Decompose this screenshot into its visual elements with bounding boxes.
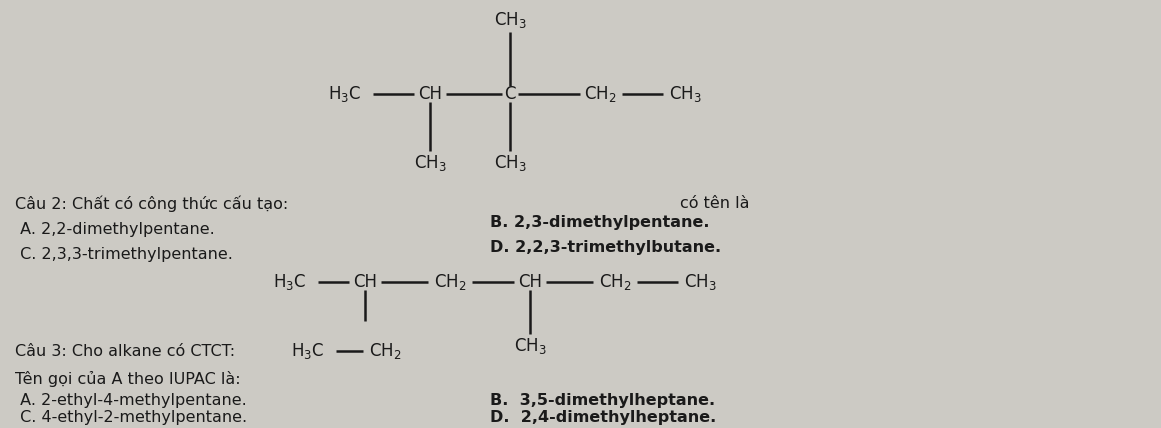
Text: C. 4-ethyl-2-methylpentane.: C. 4-ethyl-2-methylpentane. bbox=[15, 410, 247, 425]
Text: $\mathregular{CH_2}$: $\mathregular{CH_2}$ bbox=[369, 341, 402, 361]
Text: A. 2-ethyl-4-methylpentane.: A. 2-ethyl-4-methylpentane. bbox=[15, 393, 247, 408]
Text: Tên gọi của A theo IUPAC là:: Tên gọi của A theo IUPAC là: bbox=[15, 371, 240, 386]
Text: CH: CH bbox=[418, 85, 442, 103]
Text: $\mathregular{CH_3}$: $\mathregular{CH_3}$ bbox=[684, 272, 716, 291]
Text: Câu 2: Chất có công thức cấu tạo:: Câu 2: Chất có công thức cấu tạo: bbox=[15, 196, 288, 212]
Text: $\mathregular{CH_3}$: $\mathregular{CH_3}$ bbox=[493, 10, 526, 30]
Text: Câu 3: Cho alkane có CTCT:: Câu 3: Cho alkane có CTCT: bbox=[15, 344, 236, 359]
Text: $\mathregular{CH_2}$: $\mathregular{CH_2}$ bbox=[584, 84, 616, 104]
Text: CH: CH bbox=[518, 273, 542, 291]
Text: D. 2,2,3-trimethylbutane.: D. 2,2,3-trimethylbutane. bbox=[490, 240, 721, 255]
Text: C: C bbox=[504, 85, 515, 103]
Text: B. 2,3-dimethylpentane.: B. 2,3-dimethylpentane. bbox=[490, 215, 709, 230]
Text: $\mathregular{CH_3}$: $\mathregular{CH_3}$ bbox=[669, 84, 701, 104]
Text: C. 2,3,3-trimethylpentane.: C. 2,3,3-trimethylpentane. bbox=[15, 247, 233, 262]
Text: A. 2,2-dimethylpentane.: A. 2,2-dimethylpentane. bbox=[15, 223, 215, 238]
Text: $\mathregular{CH_2}$: $\mathregular{CH_2}$ bbox=[599, 272, 632, 291]
Text: B.  3,5-dimethylheptane.: B. 3,5-dimethylheptane. bbox=[490, 393, 715, 408]
Text: D.  2,4-dimethylheptane.: D. 2,4-dimethylheptane. bbox=[490, 410, 716, 425]
Text: CH: CH bbox=[353, 273, 377, 291]
Text: $\mathregular{H_3C}$: $\mathregular{H_3C}$ bbox=[329, 84, 361, 104]
Text: $\mathregular{CH_3}$: $\mathregular{CH_3}$ bbox=[413, 153, 446, 173]
Text: $\mathregular{CH_3}$: $\mathregular{CH_3}$ bbox=[513, 336, 547, 356]
Text: $\mathregular{CH_2}$: $\mathregular{CH_2}$ bbox=[434, 272, 467, 291]
Text: $\mathregular{H_3C}$: $\mathregular{H_3C}$ bbox=[291, 341, 325, 361]
Text: có tên là: có tên là bbox=[680, 196, 750, 211]
Text: $\mathregular{CH_3}$: $\mathregular{CH_3}$ bbox=[493, 153, 526, 173]
Text: $\mathregular{H_3C}$: $\mathregular{H_3C}$ bbox=[273, 272, 307, 291]
